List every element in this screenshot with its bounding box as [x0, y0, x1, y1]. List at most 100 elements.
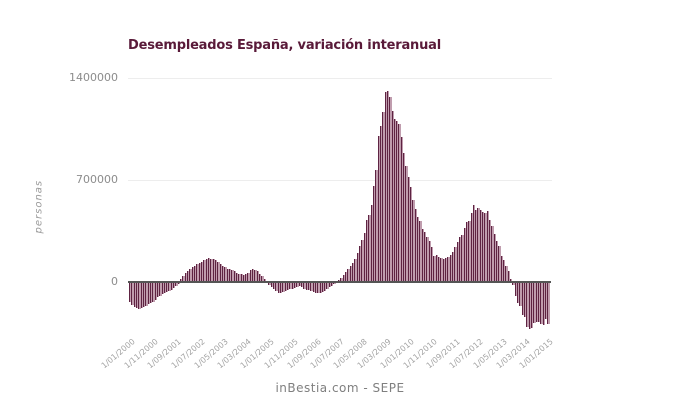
bar: [296, 282, 299, 287]
bar: [375, 169, 378, 282]
bar: [307, 282, 311, 291]
bar: [145, 282, 148, 306]
bar: [345, 272, 348, 282]
bar: [433, 256, 436, 282]
bar: [293, 282, 297, 288]
bar: [198, 263, 202, 282]
bar: [270, 282, 274, 288]
bar: [396, 121, 399, 282]
bar: [407, 176, 411, 282]
bar: [342, 274, 346, 282]
bar: [231, 270, 234, 282]
bar: [503, 260, 506, 282]
bar: [426, 237, 429, 282]
plot-area: [128, 0, 552, 420]
bar: [324, 282, 327, 291]
bar: [461, 234, 464, 282]
bar: [298, 282, 301, 287]
bar: [526, 282, 529, 327]
bar: [247, 272, 250, 282]
bar: [133, 282, 136, 308]
bar: [166, 282, 169, 292]
bar: [472, 205, 476, 282]
bar: [547, 282, 550, 325]
bar: [475, 209, 478, 282]
bar: [214, 259, 218, 282]
bar: [268, 282, 271, 285]
bar: [331, 282, 334, 286]
bar: [414, 209, 418, 282]
bar: [510, 279, 513, 282]
bar: [207, 257, 211, 282]
bar: [372, 185, 376, 282]
bar: [417, 216, 420, 282]
bar: [465, 221, 469, 282]
bar: [310, 282, 313, 292]
bar: [238, 273, 241, 282]
bar: [479, 209, 483, 282]
bar: [187, 271, 190, 282]
bar: [368, 214, 371, 282]
bar: [477, 207, 480, 282]
bar: [152, 282, 155, 302]
bar: [365, 219, 369, 282]
bar: [138, 282, 141, 309]
bar: [317, 282, 320, 293]
bar: [352, 263, 355, 282]
bar: [514, 282, 517, 297]
bar: [212, 258, 215, 282]
bar: [182, 276, 185, 282]
bar: [233, 271, 236, 282]
bar: [431, 246, 434, 282]
bar: [449, 254, 452, 282]
bar: [170, 282, 174, 290]
bar: [173, 282, 176, 289]
bar: [252, 268, 255, 282]
bar: [496, 240, 499, 282]
bar: [533, 282, 536, 323]
bar: [516, 282, 520, 304]
bar: [354, 258, 357, 282]
bar: [328, 282, 332, 288]
bar: [305, 282, 308, 290]
bar: [177, 282, 181, 285]
bar: [261, 276, 264, 282]
bar: [196, 264, 199, 282]
bar: [444, 257, 448, 282]
bar: [131, 282, 134, 306]
bar: [156, 282, 160, 298]
bar: [393, 118, 397, 282]
bar: [303, 282, 306, 289]
bar: [440, 257, 443, 282]
bar: [349, 266, 353, 282]
gridline: [128, 77, 552, 79]
bar: [217, 261, 220, 282]
bar: [280, 282, 283, 294]
bar: [521, 282, 524, 316]
bar: [435, 255, 438, 282]
bar: [340, 277, 343, 282]
bar: [263, 278, 267, 282]
bar: [277, 282, 280, 293]
bar: [544, 282, 548, 320]
bar: [219, 263, 222, 282]
bar: [491, 226, 494, 282]
bar: [384, 91, 387, 282]
bar: [391, 110, 394, 282]
bar: [254, 269, 257, 282]
bar: [191, 267, 195, 282]
bar: [412, 200, 415, 282]
bar: [289, 282, 292, 290]
bar: [437, 257, 441, 282]
bar: [149, 282, 153, 304]
bar: [470, 212, 473, 282]
bar: [175, 282, 178, 287]
bar: [326, 282, 329, 289]
bar: [319, 282, 322, 293]
bar: [447, 256, 450, 282]
bar: [300, 282, 304, 288]
bar: [421, 228, 425, 282]
bar: [530, 282, 534, 328]
bar: [468, 221, 471, 282]
